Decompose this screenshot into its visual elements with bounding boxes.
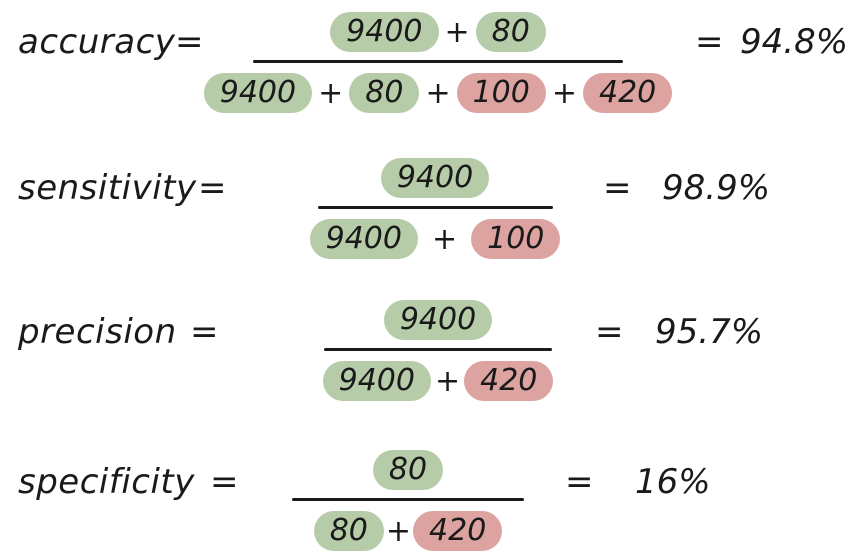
fraction-bar bbox=[292, 498, 524, 501]
equals-sign: = bbox=[595, 312, 624, 352]
term-pill: 420 bbox=[582, 73, 673, 113]
equals-sign: = bbox=[603, 168, 632, 208]
equals-sign: = bbox=[565, 462, 594, 502]
numerator: 80 bbox=[372, 450, 444, 490]
result-value: 98.9% bbox=[662, 168, 771, 208]
result-value: 16% bbox=[635, 462, 711, 502]
plus-sign: + bbox=[385, 513, 412, 549]
metric-label: accuracy bbox=[18, 22, 176, 62]
term-pill: 9400 bbox=[322, 361, 431, 401]
denominator: 80 + 420 bbox=[313, 511, 503, 551]
term-pill: 80 bbox=[313, 511, 384, 551]
metric-label: specificity bbox=[18, 462, 195, 502]
equals-sign: = bbox=[198, 168, 227, 208]
term-pill: 9400 bbox=[203, 73, 313, 113]
equals-sign: = bbox=[695, 22, 724, 62]
fraction-bar bbox=[317, 206, 553, 209]
term-pill: 80 bbox=[475, 12, 546, 52]
equals-sign: = bbox=[175, 22, 204, 62]
fraction: 9400 9400 + 100 bbox=[309, 158, 561, 259]
plus-sign: + bbox=[551, 75, 577, 111]
metric-label: precision bbox=[18, 312, 177, 352]
fraction: 9400 + 80 9400 + 80 + 100 + 420 bbox=[203, 12, 673, 113]
plus-sign: + bbox=[425, 75, 451, 111]
numerator: 9400 bbox=[383, 300, 493, 340]
equals-sign: = bbox=[210, 462, 239, 502]
plus-sign: + bbox=[431, 221, 458, 257]
plus-sign: + bbox=[318, 75, 344, 111]
plus-sign: + bbox=[444, 14, 470, 50]
denominator: 9400 + 80 + 100 + 420 bbox=[203, 73, 673, 113]
fraction-bar bbox=[324, 348, 552, 351]
result-value: 94.8% bbox=[740, 22, 849, 62]
denominator: 9400 + 420 bbox=[322, 361, 554, 401]
plus-sign: + bbox=[434, 363, 461, 399]
numerator: 9400 bbox=[380, 158, 490, 198]
term-pill: 100 bbox=[456, 73, 546, 113]
metric-label: sensitivity bbox=[18, 168, 197, 208]
term-pill: 80 bbox=[349, 73, 420, 113]
denominator: 9400 + 100 bbox=[309, 219, 561, 259]
equals-sign: = bbox=[190, 312, 219, 352]
term-pill: 9400 bbox=[309, 219, 418, 259]
term-pill: 100 bbox=[471, 219, 561, 259]
numerator: 9400 + 80 bbox=[330, 12, 546, 52]
fraction: 9400 9400 + 420 bbox=[318, 300, 558, 401]
term-pill: 9400 bbox=[383, 300, 493, 340]
term-pill: 80 bbox=[372, 450, 444, 490]
fraction-bar bbox=[253, 60, 623, 63]
term-pill: 420 bbox=[464, 361, 554, 401]
fraction: 80 80 + 420 bbox=[290, 450, 526, 551]
term-pill: 9400 bbox=[330, 12, 439, 52]
term-pill: 9400 bbox=[380, 158, 490, 198]
result-value: 95.7% bbox=[655, 312, 764, 352]
term-pill: 420 bbox=[413, 511, 503, 551]
